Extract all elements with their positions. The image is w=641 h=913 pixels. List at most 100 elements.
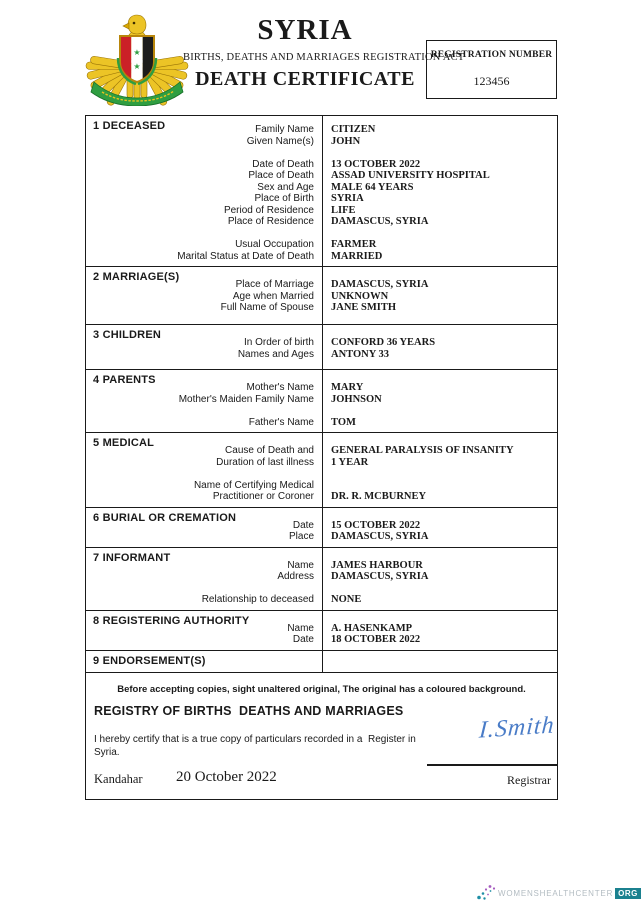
field-value: JOHN bbox=[331, 135, 361, 147]
field-value: SYRIA bbox=[331, 193, 364, 204]
certificate-footer: Before accepting copies, sight unaltered… bbox=[86, 671, 558, 799]
field-value: DAMASCUS, SYRIA bbox=[331, 571, 429, 582]
certify-statement: I hereby certify that is a true copy of … bbox=[94, 733, 416, 758]
field-value: A. HASENKAMP bbox=[331, 622, 413, 634]
section-2: 2 MARRIAGE(S) Place of Marriage Age when M… bbox=[86, 266, 557, 324]
section-4: 4 PARENTS Mother's Name Mother's Maiden Fa… bbox=[86, 369, 557, 432]
section-values-column: CONFORD 36 YEARS ANTONY 33 bbox=[322, 325, 559, 369]
field-value: JAMES HARBOUR bbox=[331, 559, 423, 571]
field-label: In Order of birth bbox=[243, 337, 314, 348]
field-label: Date bbox=[292, 519, 314, 531]
section-title: 8 REGISTERING AUTHORITY bbox=[93, 614, 250, 627]
field-label: Name of Certifying Medical bbox=[193, 479, 314, 491]
field-value: JANE SMITH bbox=[331, 302, 397, 313]
section-values-column: GENERAL PARALYSIS OF INSANITY 1 YEAR DR. R… bbox=[322, 433, 559, 507]
section-labels-column: Place of Marriage Age when Married Full Na… bbox=[86, 267, 322, 318]
watermark-brand-text: WOMENSHEALTHCENTER bbox=[498, 888, 614, 898]
section-values-column: 15 OCTOBER 2022 DAMASCUS, SYRIA bbox=[322, 507, 559, 547]
field-label bbox=[86, 583, 314, 595]
field-value: MARRIED bbox=[331, 250, 383, 262]
field-value: ANTONY 33 bbox=[331, 348, 390, 360]
section-7: 7 INFORMANT Name Address Relationship to de… bbox=[86, 546, 559, 610]
country-title: SYRIA bbox=[257, 14, 353, 46]
registrar-signature: I.Smith bbox=[478, 711, 556, 744]
field-value bbox=[331, 147, 559, 159]
field-label bbox=[86, 405, 314, 417]
field-value bbox=[331, 480, 559, 492]
registration-number-value: 123456 bbox=[473, 74, 510, 88]
field-value: GENERAL PARALYSIS OF INSANITY bbox=[331, 445, 514, 456]
issue-place: Kandahar bbox=[94, 771, 143, 786]
section-values-column bbox=[322, 650, 559, 672]
field-label: Place of Residence bbox=[227, 216, 314, 227]
field-label bbox=[86, 468, 314, 480]
field-label: Name bbox=[287, 622, 314, 634]
section-values-column: CITIZEN JOHN 13 OCTOBER 2022 ASSAD UNIVERSI… bbox=[322, 116, 559, 266]
field-label: Place of Marriage bbox=[235, 279, 314, 290]
registration-number-label: REGISTRATION NUMBER bbox=[430, 50, 553, 60]
field-label: Father's Name bbox=[248, 416, 314, 428]
section-labels-column: Name Address Relationship to deceased bbox=[86, 548, 322, 610]
field-value: DAMASCUS, SYRIA bbox=[331, 531, 429, 542]
section-title: 6 BURIAL OR CREMATION bbox=[93, 511, 237, 524]
field-label: Address bbox=[277, 571, 314, 582]
certificate-table: 1 DECEASED Family Name Given Name(s) Date o… bbox=[85, 115, 558, 800]
field-label: Cause of Death and bbox=[225, 445, 314, 456]
field-label: Place of Birth bbox=[254, 193, 314, 204]
svg-text:★: ★ bbox=[133, 48, 140, 57]
section-labels-column: Mother's Name Mother's Maiden Family Name… bbox=[86, 370, 322, 432]
field-label: Place of Death bbox=[248, 170, 314, 181]
watermark-dots-icon bbox=[477, 885, 496, 900]
field-value: DAMASCUS, SYRIA bbox=[331, 216, 429, 227]
section-title: 1 DECEASED bbox=[93, 120, 166, 132]
registrar-label: Registrar bbox=[507, 772, 551, 787]
field-label: Mother's Name bbox=[246, 382, 315, 393]
field-label: Place bbox=[288, 531, 314, 542]
field-value: DR. R. MCBURNEY bbox=[331, 491, 427, 502]
field-label: Mother's Maiden Family Name bbox=[178, 393, 314, 405]
section-5: 5 MEDICAL Cause of Death and Duration of l… bbox=[86, 432, 557, 507]
field-label: Family Name bbox=[255, 124, 314, 135]
svg-text:★: ★ bbox=[133, 62, 140, 71]
field-label bbox=[86, 228, 314, 240]
field-label: Sex and Age bbox=[257, 181, 314, 193]
field-value: 13 OCTOBER 2022 bbox=[331, 158, 421, 170]
field-label bbox=[86, 147, 314, 159]
field-value: MARY bbox=[331, 382, 364, 393]
section-labels-column: Name Date bbox=[86, 611, 322, 650]
field-value: UNKNOWN bbox=[331, 290, 389, 302]
field-label: Practitioner or Coroner bbox=[212, 491, 314, 502]
issue-date: 20 October 2022 bbox=[176, 768, 277, 785]
field-value: 15 OCTOBER 2022 bbox=[331, 519, 421, 531]
field-label: Names and Ages bbox=[237, 348, 314, 360]
registry-heading: REGISTRY OF BIRTHS DEATHS AND MARRIAGES bbox=[94, 703, 404, 718]
section-8: 8 REGISTERING AUTHORITY Name Date A. HASENK… bbox=[86, 609, 559, 650]
field-value bbox=[331, 405, 559, 417]
section-values-column: A. HASENKAMP 18 OCTOBER 2022 bbox=[322, 610, 559, 650]
field-value: CONFORD 36 YEARS bbox=[331, 337, 436, 348]
field-value: JOHNSON bbox=[331, 393, 382, 405]
section-title: 3 CHILDREN bbox=[93, 329, 162, 341]
field-label: Date bbox=[292, 634, 314, 645]
field-label: Period of Residence bbox=[223, 204, 314, 216]
section-title: 2 MARRIAGE(S) bbox=[93, 271, 180, 283]
section-title: 5 MEDICAL bbox=[93, 437, 155, 449]
field-label: Name bbox=[287, 559, 314, 571]
document-title: DEATH CERTIFICATE bbox=[195, 68, 415, 90]
field-label: Duration of last illness bbox=[216, 456, 314, 468]
signature-line bbox=[427, 763, 558, 766]
field-value bbox=[331, 468, 559, 480]
syria-coat-of-arms-icon: ★ ★ bbox=[85, 14, 189, 106]
field-value: MALE 64 YEARS bbox=[331, 181, 414, 193]
field-value: NONE bbox=[331, 594, 362, 605]
field-label: Usual Occupation bbox=[235, 239, 314, 250]
section-values-column: JAMES HARBOUR DAMASCUS, SYRIA NONE bbox=[322, 547, 559, 610]
section-3: 3 CHILDREN In Order of birth Names and Age… bbox=[86, 324, 557, 369]
section-6: 6 BURIAL OR CREMATION Date Place 15 OCTOBER… bbox=[86, 506, 559, 547]
header-title-block: SYRIA BIRTHS, DEATHS AND MARRIAGES REGIS… bbox=[183, 14, 464, 91]
section-title: 9 ENDORSEMENT(S) bbox=[93, 654, 206, 667]
section-1: 1 DECEASED Family Name Given Name(s) Date o… bbox=[86, 116, 557, 266]
section-values-column: DAMASCUS, SYRIA UNKNOWN JANE SMITH bbox=[322, 267, 559, 324]
field-value: FARMER bbox=[331, 239, 377, 250]
